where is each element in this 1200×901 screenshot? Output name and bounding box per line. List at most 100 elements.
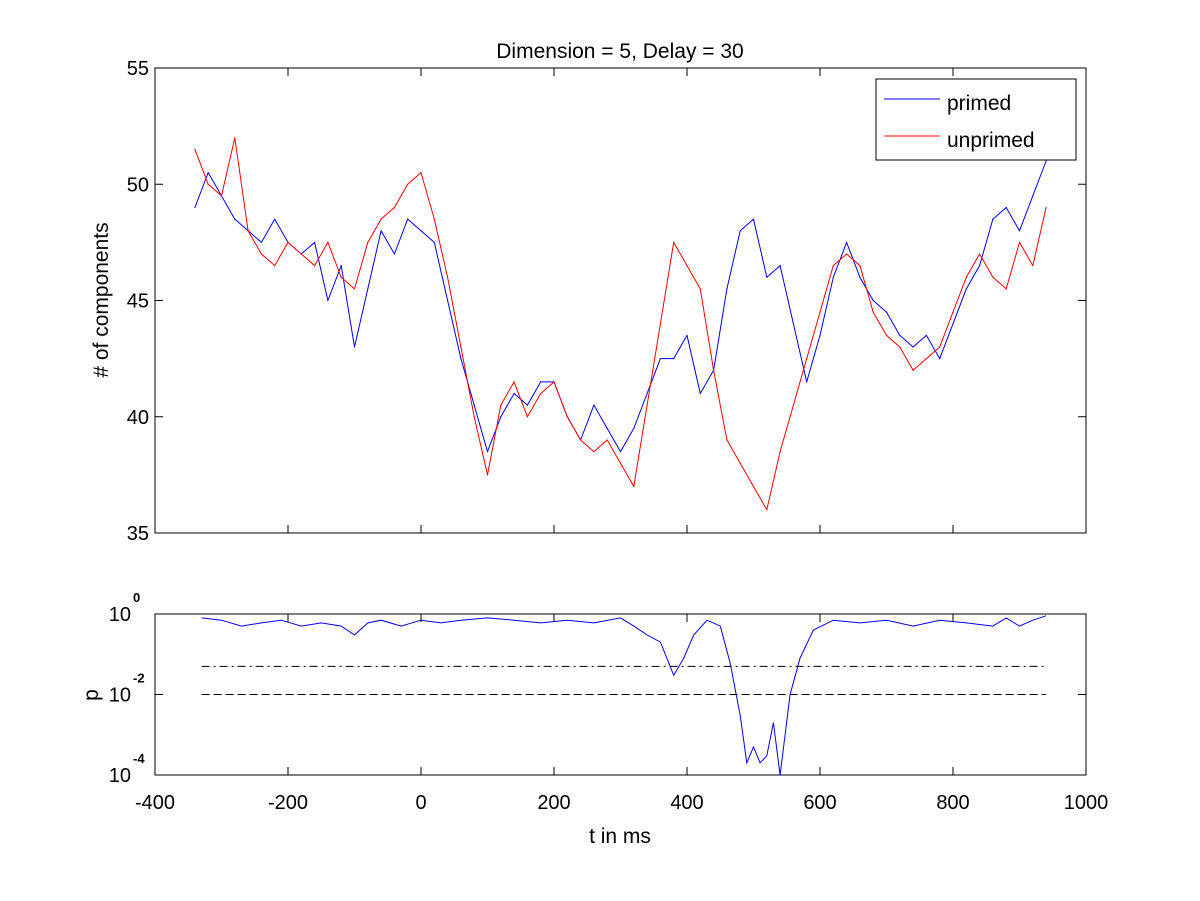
data-point-unprimed-4 (247, 230, 249, 232)
p-value-line (201, 615, 1047, 776)
data-point-primed-21 (473, 404, 475, 406)
data-point-unprimed-48 (832, 265, 834, 267)
data-point-unprimed-32 (619, 462, 622, 464)
x-tick-label: 400 (670, 792, 703, 814)
data-point-unprimed-44 (779, 451, 781, 453)
data-point-unprimed-47 (819, 311, 821, 313)
y-tick-label: 55 (127, 58, 149, 80)
legend: primed unprimed (875, 78, 1077, 161)
data-point-primed-18 (433, 241, 435, 243)
data-point-unprimed-10 (327, 241, 329, 243)
data-point-unprimed-60 (992, 276, 994, 278)
data-point-unprimed-9 (314, 265, 316, 267)
x-tick-label: -400 (135, 792, 175, 814)
data-point-unprimed-45 (792, 404, 795, 406)
top-y-ticks: 35 40 45 50 55 (127, 58, 1087, 545)
data-point-primed-49 (846, 241, 848, 243)
data-point-primed-44 (779, 265, 781, 267)
data-point-primed-55 (925, 334, 928, 336)
data-point-primed-5 (260, 241, 262, 243)
y-tick-label: 50 (127, 174, 149, 196)
p-tick-label-base: 10 (109, 604, 131, 626)
y-tick-label: 35 (127, 523, 149, 545)
data-point-unprimed-61 (1005, 288, 1007, 290)
data-point-primed-22 (486, 451, 489, 453)
data-point-unprimed-54 (912, 369, 914, 371)
p-tick-label-exponent: -4 (133, 751, 145, 766)
data-point-primed-40 (726, 288, 728, 290)
data-point-unprimed-59 (979, 253, 981, 255)
data-point-primed-63 (1032, 195, 1034, 197)
data-point-primed-57 (952, 323, 954, 325)
data-point-unprimed-52 (885, 334, 888, 336)
data-point-primed-41 (739, 230, 741, 232)
data-point-primed-10 (327, 299, 329, 302)
data-point-unprimed-56 (939, 346, 941, 348)
data-point-unprimed-16 (407, 183, 409, 185)
data-point-primed-23 (500, 416, 502, 418)
data-point-unprimed-41 (739, 462, 741, 464)
y-tick-label: 45 (127, 291, 149, 313)
data-point-unprimed-22 (486, 474, 489, 476)
data-point-primed-20 (460, 358, 462, 360)
data-point-unprimed-40 (726, 439, 728, 441)
data-point-unprimed-35 (659, 323, 662, 325)
data-point-primed-16 (407, 218, 409, 220)
top-y-axis-label: # of components (90, 222, 113, 377)
data-point-unprimed-29 (580, 439, 582, 441)
data-point-primed-62 (1018, 230, 1021, 232)
data-point-unprimed-14 (380, 218, 382, 220)
data-point-primed-3 (234, 218, 236, 220)
data-point-unprimed-49 (846, 253, 848, 255)
data-point-unprimed-27 (553, 381, 555, 383)
data-point-unprimed-24 (513, 381, 515, 383)
data-point-primed-46 (806, 381, 808, 383)
data-point-unprimed-39 (713, 369, 715, 371)
p-tick-label-exponent: -2 (133, 671, 145, 686)
data-point-primed-38 (699, 392, 701, 395)
x-tick-label: 800 (936, 792, 969, 814)
data-point-unprimed-33 (633, 485, 635, 488)
x-tick-label: 1000 (1064, 792, 1109, 814)
bottom-x-axis-label: t in ms (589, 825, 651, 848)
data-point-unprimed-18 (433, 218, 435, 220)
data-point-unprimed-23 (500, 404, 502, 406)
data-point-unprimed-26 (540, 392, 542, 395)
x-tick-label: 0 (415, 792, 426, 814)
data-point-primed-37 (686, 334, 688, 336)
y-tick-label: 40 (127, 407, 149, 429)
data-point-unprimed-21 (473, 416, 475, 418)
data-point-primed-25 (526, 404, 529, 406)
data-point-primed-42 (752, 218, 755, 220)
data-point-primed-0 (194, 206, 196, 209)
data-point-unprimed-42 (752, 485, 755, 488)
data-point-unprimed-3 (234, 137, 236, 139)
data-point-unprimed-63 (1032, 265, 1034, 267)
data-point-primed-64 (1045, 160, 1047, 162)
x-tick-label: -200 (268, 792, 308, 814)
data-point-unprimed-51 (872, 311, 874, 313)
data-point-unprimed-30 (593, 451, 595, 453)
data-point-unprimed-36 (673, 241, 675, 243)
data-point-primed-43 (766, 276, 768, 278)
data-point-primed-24 (513, 392, 515, 395)
data-point-primed-53 (899, 334, 901, 336)
data-point-primed-61 (1005, 206, 1007, 209)
data-point-primed-58 (965, 288, 967, 290)
data-point-unprimed-5 (260, 253, 262, 255)
data-point-unprimed-6 (274, 265, 276, 267)
data-point-unprimed-57 (952, 311, 954, 313)
data-point-primed-33 (633, 427, 635, 429)
data-point-primed-14 (380, 230, 382, 232)
top-chart-title: Dimension = 5, Delay = 30 (496, 40, 743, 63)
data-point-unprimed-20 (460, 346, 462, 348)
data-point-primed-32 (619, 451, 622, 453)
data-point-unprimed-53 (899, 346, 901, 348)
data-point-unprimed-0 (194, 148, 196, 150)
data-point-unprimed-25 (526, 416, 529, 418)
data-point-unprimed-31 (606, 439, 608, 441)
data-point-primed-34 (646, 392, 648, 395)
data-point-primed-6 (274, 218, 276, 220)
